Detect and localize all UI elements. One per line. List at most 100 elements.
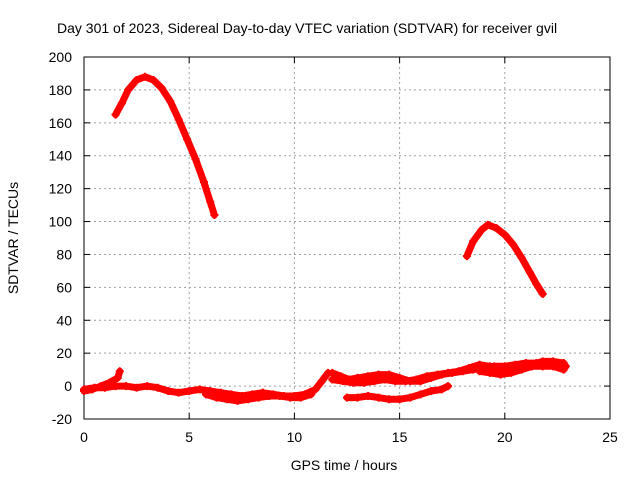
data-point [311,385,320,394]
series-arc-high-morning [112,73,218,219]
data-point [401,377,410,386]
data-point [374,393,383,402]
data-point [517,365,526,374]
data-point [517,253,526,262]
data-point [132,383,141,392]
data-point [475,367,484,376]
data-point [433,370,442,379]
data-point [443,368,452,377]
series-baseline-g-points [475,362,568,379]
data-point [412,375,421,384]
y-tick-label: 80 [56,246,72,262]
series-baseline-b-points [80,368,333,400]
data-point [549,362,558,371]
series-baseline-f [343,382,452,403]
data-point [202,390,211,399]
series-baseline-c-points [202,390,316,405]
data-point [174,388,183,397]
data-point [526,268,535,277]
data-point [486,368,495,377]
data-point [364,391,373,400]
data-point [359,378,368,387]
data-point [343,393,351,402]
data-point [113,373,122,382]
data-point [492,224,501,233]
data-point [210,210,219,219]
data-point [157,84,166,93]
data-point [132,76,141,85]
data-point [443,382,452,391]
data-point [244,395,253,404]
x-tick-label: 15 [392,429,408,445]
data-point [174,115,183,124]
data-point [101,383,110,392]
x-tick-label: 20 [497,429,513,445]
data-point [349,378,358,387]
y-tick-label: 120 [49,181,73,197]
chart-title: Day 301 of 2023, Sidereal Day-to-day VTE… [57,20,557,36]
data-point [427,387,436,396]
data-point [117,99,126,108]
data-point [353,393,362,402]
data-point [122,382,131,391]
data-point [465,363,474,372]
data-point [124,85,133,94]
y-axis-label: SDTVAR / TECUs [5,182,21,294]
data-point [422,372,431,381]
series-arc-high-evening-points [462,220,547,298]
data-point [199,178,208,187]
y-tick-label: 40 [56,312,72,328]
x-tick-label: 5 [185,429,193,445]
x-tick-label: 25 [602,429,618,445]
data-point [115,367,124,376]
series-baseline-f-points [343,382,452,404]
data-point [538,362,547,371]
data-point [509,240,518,249]
data-point [206,197,215,206]
data-point [90,383,99,392]
plot-frame [83,56,611,420]
data-point [500,230,509,239]
data-point [141,72,150,81]
data-point [477,225,486,234]
data-point [111,382,120,391]
data-point [469,237,478,246]
data-point [328,375,337,384]
data-point [538,289,547,298]
data-point [483,220,492,229]
data-point [385,395,394,404]
data-point [338,377,347,386]
data-point [143,382,152,391]
data-point [559,365,568,374]
data-point [233,396,242,405]
data-point [496,370,505,379]
data-point [454,367,463,376]
data-point [370,377,379,386]
data-point [507,368,516,377]
data-point [265,391,274,400]
data-series [80,72,570,405]
data-point [80,385,88,394]
x-tick-label: 10 [287,429,303,445]
x-tick-label: 0 [80,429,88,445]
data-point [212,393,221,402]
y-tick-label: 20 [56,345,72,361]
data-point [532,280,541,289]
data-point [195,385,204,394]
data-point [317,377,326,386]
data-point [254,393,263,402]
data-point [275,391,284,400]
data-point [153,383,162,392]
data-point [437,385,446,394]
data-point [223,395,232,404]
y-tick-label: 60 [56,279,72,295]
series-arc-high-morning-points [111,72,219,219]
data-point [286,393,295,402]
y-tick-label: 0 [64,378,72,394]
data-point [395,395,404,404]
y-tick-label: 160 [49,115,73,131]
y-tick-label: 200 [49,49,73,65]
data-point [307,390,316,399]
axis-ticks: 0 5 10 15 20 25 -20 0 20 40 60 80 100 120 140 160 180 200 [49,49,618,445]
